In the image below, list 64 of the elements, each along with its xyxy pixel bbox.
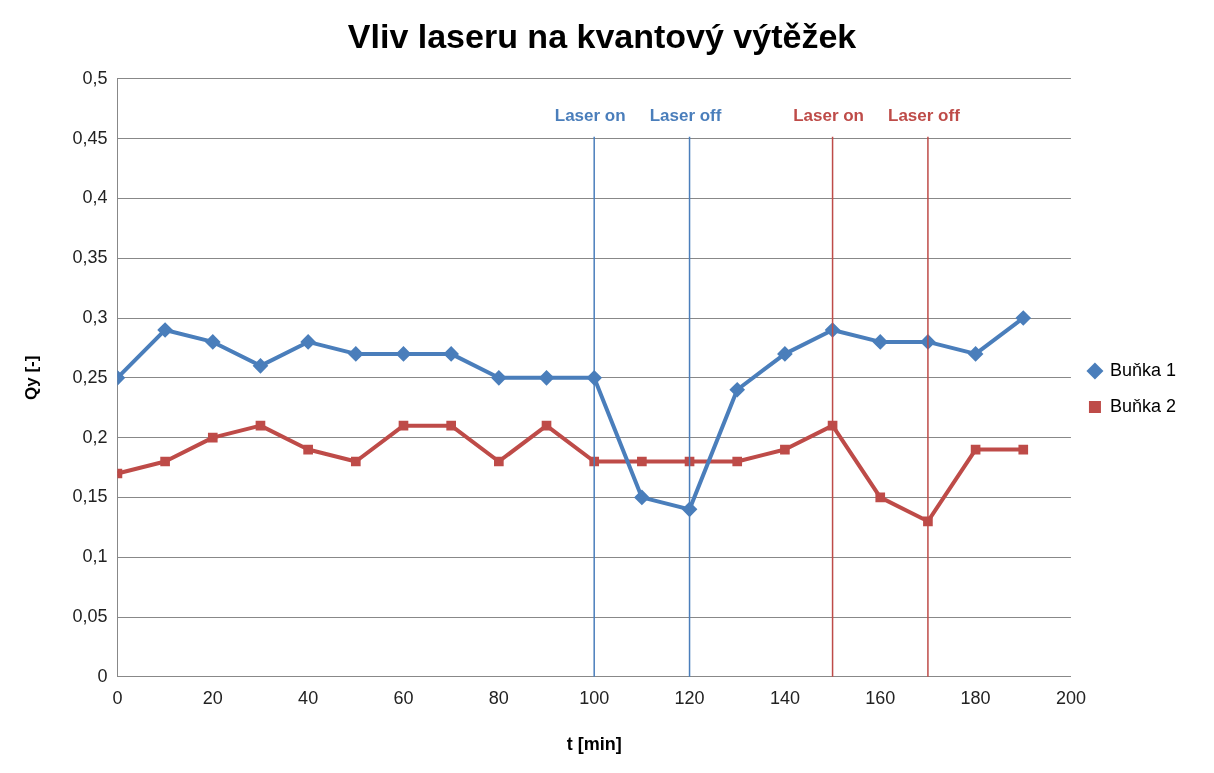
legend-label: Buňka 1 — [1109, 359, 1177, 380]
point — [160, 456, 170, 467]
x-tick-label: 180 — [960, 687, 991, 708]
point — [491, 370, 506, 385]
x-tick-label: 60 — [393, 687, 414, 708]
point — [732, 456, 743, 467]
point — [875, 492, 886, 503]
y-tick-label: 0,45 — [72, 127, 108, 148]
ref-line-label: Laser on — [554, 106, 626, 126]
point — [777, 346, 792, 361]
point — [446, 420, 456, 431]
chart-title: Vliv laseru na kvantový výtěžek — [347, 16, 857, 55]
point — [682, 502, 697, 517]
y-tick-label: 0,3 — [82, 306, 108, 327]
x-tick-label: 100 — [579, 687, 610, 708]
point — [970, 444, 981, 455]
point — [780, 444, 790, 455]
x-tick-label: 20 — [202, 687, 223, 708]
x-tick-label: 40 — [298, 687, 319, 708]
y-tick-label: 0,35 — [72, 247, 108, 268]
point — [207, 432, 218, 443]
point — [396, 346, 411, 361]
x-tick-label: 80 — [488, 687, 509, 708]
y-axis-title: Qy [-] — [21, 355, 41, 400]
point — [398, 420, 409, 431]
point — [1016, 311, 1031, 325]
y-tick-label: 0,2 — [82, 426, 108, 447]
point — [205, 334, 220, 349]
point — [827, 420, 838, 431]
point — [301, 334, 316, 349]
point — [494, 456, 504, 467]
y-tick-label: 0,25 — [72, 366, 108, 387]
point — [873, 334, 888, 349]
y-tick-label: 0,4 — [82, 187, 108, 208]
point — [923, 516, 933, 527]
point — [539, 370, 554, 385]
point — [730, 382, 745, 397]
x-tick-label: 140 — [769, 687, 800, 708]
ref-line-label: Laser off — [888, 106, 961, 126]
y-tick-label: 0 — [97, 665, 108, 686]
x-tick-label: 200 — [1055, 687, 1086, 708]
legend-label: Buňka 2 — [1109, 395, 1177, 416]
point — [253, 358, 268, 373]
point — [350, 456, 361, 467]
point — [1018, 444, 1029, 455]
x-tick-label: 0 — [112, 687, 123, 708]
ref-line-label: Laser off — [649, 106, 722, 126]
point — [158, 322, 173, 337]
point — [541, 420, 552, 431]
y-tick-label: 0,05 — [72, 605, 108, 626]
x-tick-label: 120 — [674, 687, 705, 708]
y-tick-label: 0,1 — [82, 546, 108, 567]
x-tick-label: 160 — [865, 687, 896, 708]
point — [634, 490, 649, 505]
point — [255, 420, 266, 431]
point — [348, 346, 363, 361]
ref-line-label: Laser on — [793, 106, 864, 126]
point — [637, 456, 647, 467]
point — [968, 346, 983, 361]
y-tick-label: 0,5 — [82, 67, 108, 88]
point — [303, 444, 313, 455]
y-tick-label: 0,15 — [72, 486, 108, 507]
point — [444, 346, 459, 361]
x-axis-title: t [min] — [566, 734, 622, 755]
